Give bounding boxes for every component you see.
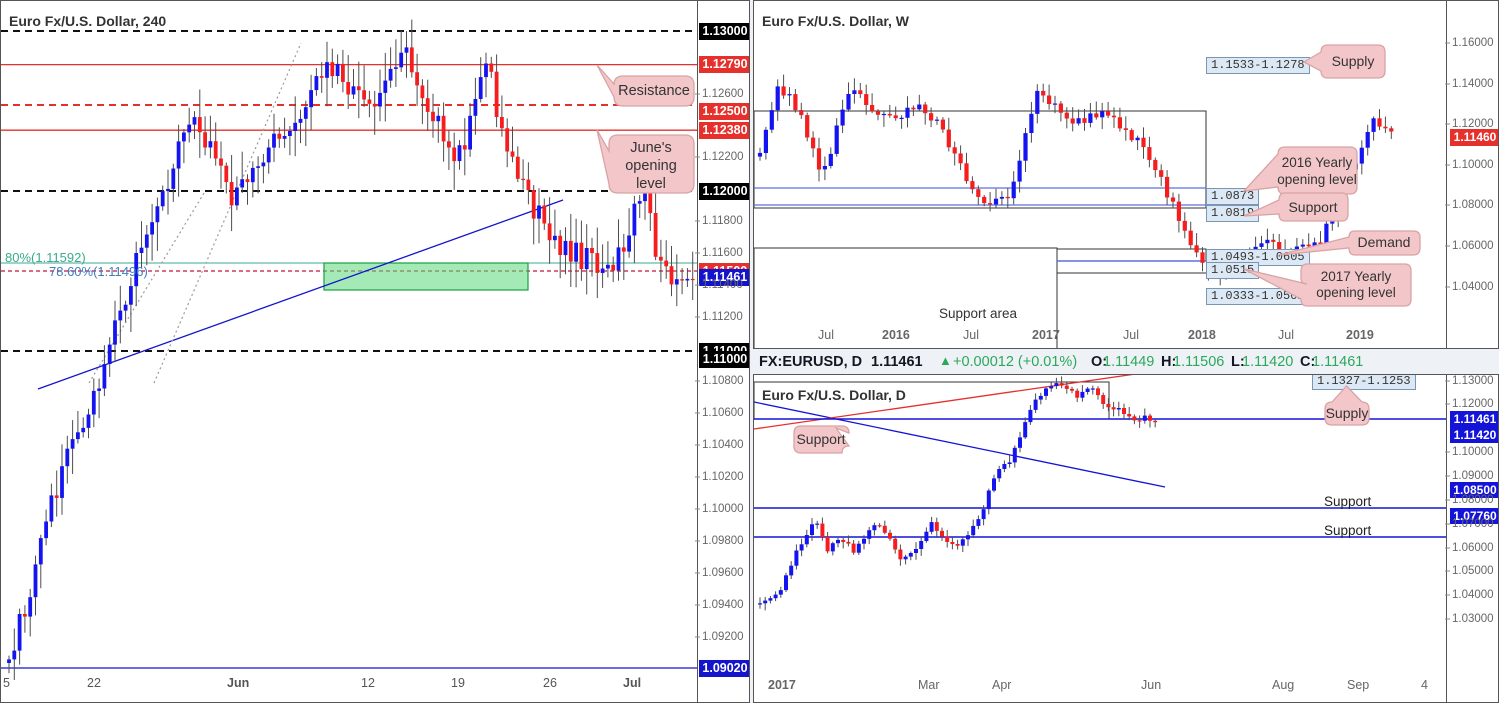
svg-text:Support: Support: [1288, 199, 1337, 215]
svg-text:opening level: opening level: [1277, 172, 1357, 187]
svg-text:June's: June's: [630, 140, 671, 156]
svg-text:level: level: [636, 176, 666, 192]
svg-text:2017 Yearly: 2017 Yearly: [1321, 269, 1392, 284]
svg-text:opening: opening: [625, 158, 677, 174]
svg-text:Resistance: Resistance: [618, 83, 690, 99]
svg-text:Supply: Supply: [1332, 53, 1375, 69]
svg-text:2016 Yearly: 2016 Yearly: [1282, 155, 1353, 170]
svg-text:opening level: opening level: [1316, 285, 1396, 300]
svg-text:Demand: Demand: [1358, 234, 1411, 250]
svg-text:Support: Support: [796, 431, 845, 447]
svg-text:Supply: Supply: [1326, 405, 1369, 421]
